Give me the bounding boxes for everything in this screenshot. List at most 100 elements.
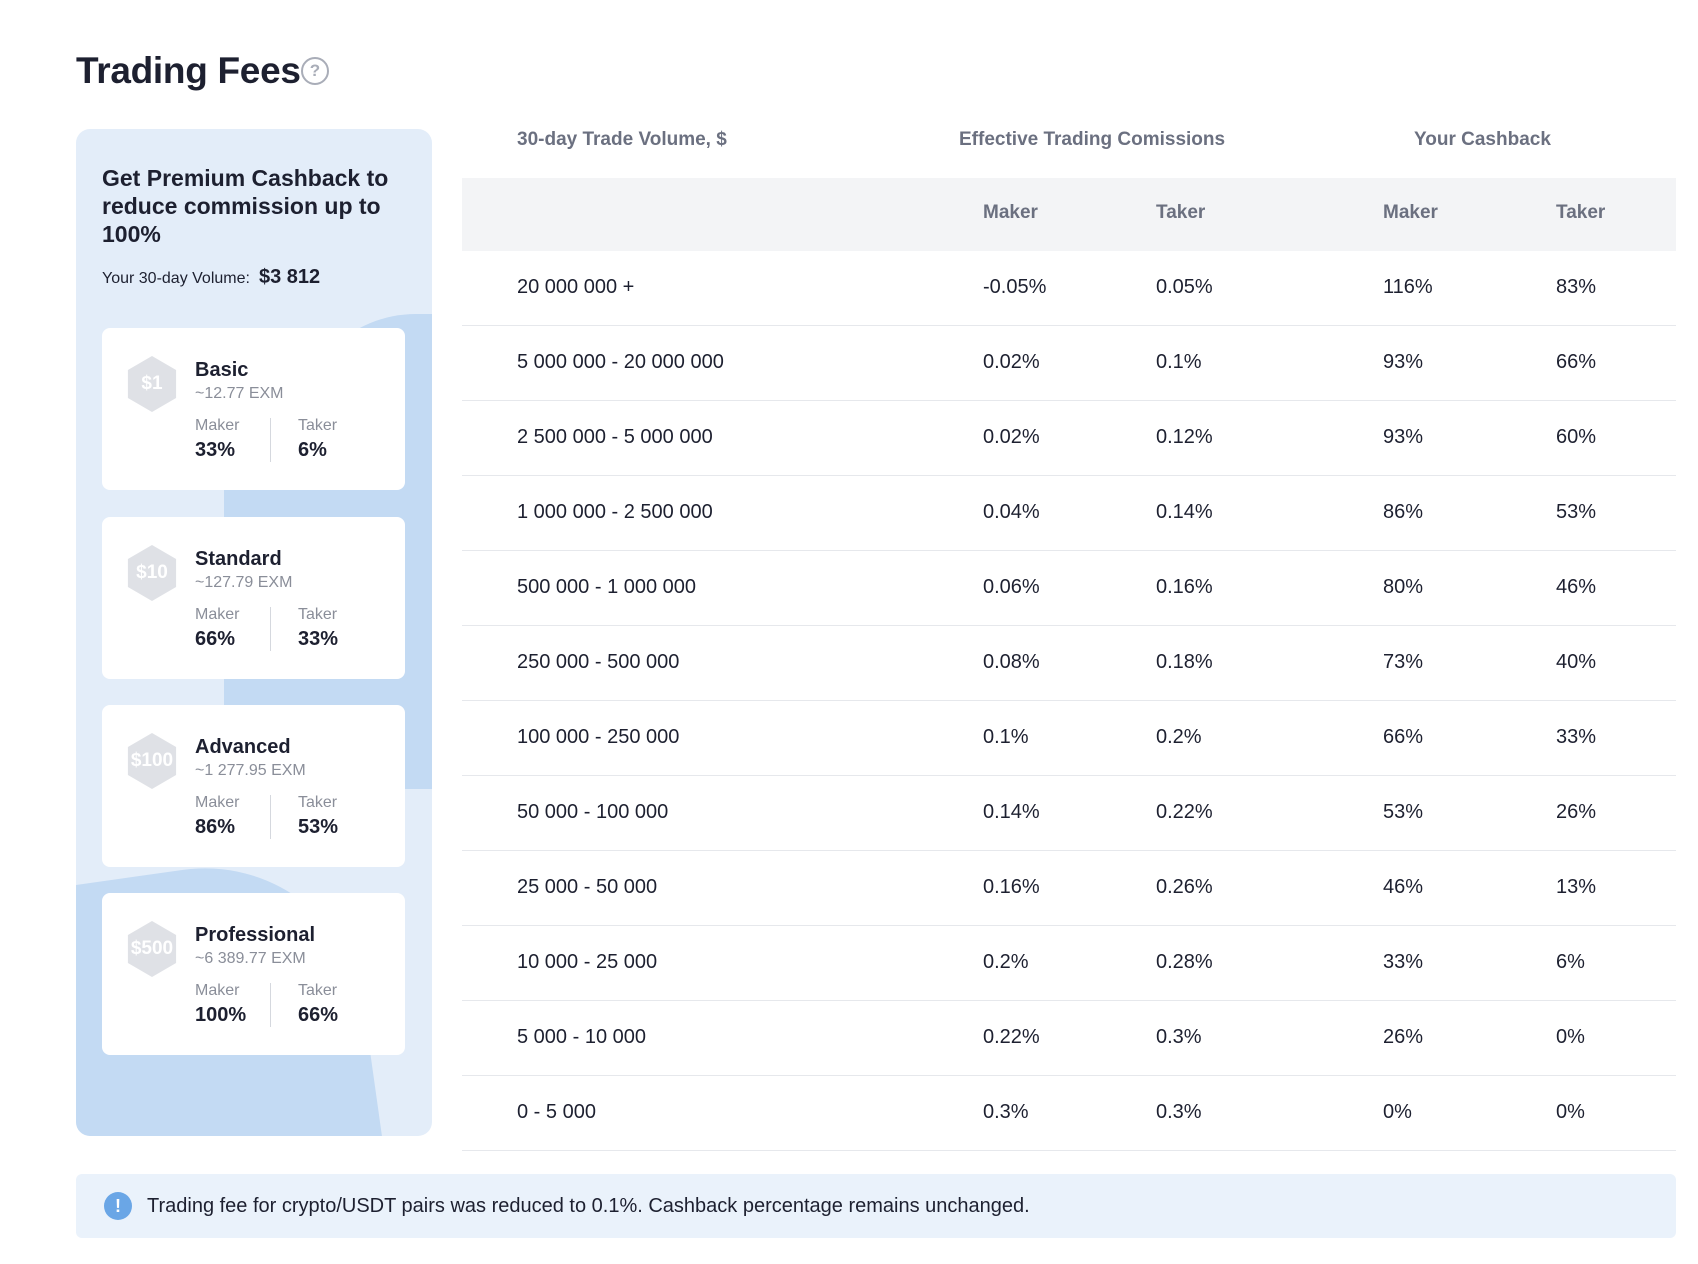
table-row: 25 000 - 50 000 0.16% 0.26% 46% 13% — [462, 851, 1676, 926]
maker-cashback-cell: 0% — [1383, 1101, 1412, 1123]
question-circle-icon[interactable]: ? — [301, 57, 329, 85]
maker-cashback: 86% — [195, 816, 236, 838]
maker-commission-cell: 0.22% — [983, 1026, 1040, 1048]
maker-cashback-cell: 33% — [1383, 951, 1424, 973]
volume-range-cell: 250 000 - 500 000 — [517, 651, 680, 673]
volume-column-header: 30-day Trade Volume, $ — [517, 129, 727, 150]
maker-commission-cell: 0.1% — [983, 726, 1029, 748]
table-row: 5 000 000 - 20 000 000 0.02% 0.1% 93% 66% — [462, 326, 1676, 401]
taker-cashback-cell: 33% — [1556, 726, 1597, 748]
maker-label: Maker — [195, 982, 240, 999]
taker-cashback-cell: 60% — [1556, 426, 1597, 448]
table-row: 50 000 - 100 000 0.14% 0.22% 53% 26% — [462, 776, 1676, 851]
volume-range-cell: 5 000 000 - 20 000 000 — [517, 351, 724, 373]
maker-label: Maker — [195, 794, 240, 811]
taker-cashback-cell: 6% — [1556, 951, 1585, 973]
plan-exm-amount: ~12.77 EXM — [195, 385, 284, 402]
volume-range-cell: 2 500 000 - 5 000 000 — [517, 426, 713, 448]
taker-commission-cell: 0.22% — [1156, 801, 1213, 823]
maker-cashback-cell: 93% — [1383, 351, 1424, 373]
table-subheader: Maker Taker Maker Taker — [462, 178, 1676, 251]
maker-cashback-cell: 66% — [1383, 726, 1424, 748]
maker-commission-cell: 0.06% — [983, 576, 1040, 598]
volume-range-cell: 25 000 - 50 000 — [517, 876, 658, 898]
taker-commission-cell: 0.1% — [1156, 351, 1202, 373]
taker-commission-cell: 0.16% — [1156, 576, 1213, 598]
maker-label: Maker — [195, 606, 240, 623]
maker-cashback-cell: 80% — [1383, 576, 1424, 598]
volume-range-cell: 100 000 - 250 000 — [517, 726, 680, 748]
plan-card-basic[interactable]: $1 Basic ~12.77 EXM Maker 33% Taker 6% — [102, 328, 405, 490]
volume-range-cell: 50 000 - 100 000 — [517, 801, 669, 823]
volume-value: $3 812 — [258, 266, 321, 288]
maker-cashback: 100% — [195, 1004, 247, 1026]
taker-label: Taker — [298, 606, 338, 623]
table-row: 5 000 - 10 000 0.22% 0.3% 26% 0% — [462, 1001, 1676, 1076]
maker-commission-cell: 0.04% — [983, 501, 1040, 523]
subheader-maker-commission: Maker — [983, 202, 1038, 223]
divider — [270, 418, 271, 462]
taker-commission-cell: 0.3% — [1156, 1101, 1202, 1123]
divider — [270, 795, 271, 839]
plan-name: Basic — [195, 359, 249, 381]
notice-banner: ! Trading fee for crypto/USDT pairs was … — [76, 1174, 1676, 1238]
cashback-column-header: Your Cashback — [1414, 129, 1551, 150]
table-row: 250 000 - 500 000 0.08% 0.18% 73% 40% — [462, 626, 1676, 701]
table-row: 1 000 000 - 2 500 000 0.04% 0.14% 86% 53% — [462, 476, 1676, 551]
taker-label: Taker — [298, 794, 338, 811]
taker-commission-cell: 0.3% — [1156, 1026, 1202, 1048]
plan-exm-amount: ~6 389.77 EXM — [195, 950, 306, 967]
taker-cashback: 6% — [298, 439, 327, 461]
subheader-taker-cashback: Taker — [1556, 202, 1606, 223]
divider — [270, 607, 271, 651]
maker-commission-cell: 0.2% — [983, 951, 1029, 973]
maker-commission-cell: 0.08% — [983, 651, 1040, 673]
table-row: 10 000 - 25 000 0.2% 0.28% 33% 6% — [462, 926, 1676, 1001]
plan-name: Advanced — [195, 736, 291, 758]
commissions-column-header: Effective Trading Comissions — [959, 129, 1226, 150]
plan-name: Standard — [195, 548, 282, 570]
hexagon-badge-icon: $500 — [127, 921, 177, 977]
taker-cashback-cell: 40% — [1556, 651, 1597, 673]
notice-text: Trading fee for crypto/USDT pairs was re… — [147, 1194, 1030, 1217]
hexagon-badge-icon: $10 — [127, 545, 177, 601]
table-row: 2 500 000 - 5 000 000 0.02% 0.12% 93% 60% — [462, 401, 1676, 476]
volume-range-cell: 1 000 000 - 2 500 000 — [517, 501, 713, 523]
taker-cashback-cell: 26% — [1556, 801, 1597, 823]
plan-card-professional[interactable]: $500 Professional ~6 389.77 EXM Maker 10… — [102, 893, 405, 1055]
subheader-maker-cashback: Maker — [1383, 202, 1438, 223]
exclamation-circle-icon: ! — [104, 1192, 132, 1220]
taker-cashback: 53% — [298, 816, 339, 838]
premium-cashback-panel: Get Premium Cashback to reduce commissio… — [76, 129, 432, 1136]
maker-cashback-cell: 46% — [1383, 876, 1424, 898]
maker-commission-cell: 0.14% — [983, 801, 1040, 823]
page-title: Trading Fees — [76, 50, 301, 91]
hexagon-badge-icon: $100 — [127, 733, 177, 789]
taker-cashback-cell: 83% — [1556, 276, 1597, 298]
maker-commission-cell: 0.3% — [983, 1101, 1029, 1123]
volume-label: Your 30-day Volume: — [102, 270, 250, 287]
plan-card-advanced[interactable]: $100 Advanced ~1 277.95 EXM Maker 86% Ta… — [102, 705, 405, 867]
table-body: 20 000 000 + -0.05% 0.05% 116% 83% 5 000 000 … — [462, 251, 1676, 1151]
table-row: 20 000 000 + -0.05% 0.05% 116% 83% — [462, 251, 1676, 326]
premium-cashback-heading: Get Premium Cashback to reduce commissio… — [102, 165, 389, 247]
volume-range-cell: 20 000 000 + — [517, 276, 635, 298]
taker-cashback-cell: 0% — [1556, 1101, 1585, 1123]
table-row: 500 000 - 1 000 000 0.06% 0.16% 80% 46% — [462, 551, 1676, 626]
taker-cashback-cell: 46% — [1556, 576, 1597, 598]
maker-commission-cell: 0.02% — [983, 426, 1040, 448]
maker-cashback-cell: 93% — [1383, 426, 1424, 448]
hexagon-badge-icon: $1 — [127, 356, 177, 412]
volume-range-cell: 500 000 - 1 000 000 — [517, 576, 697, 598]
taker-commission-cell: 0.18% — [1156, 651, 1213, 673]
plan-name: Professional — [195, 924, 316, 946]
taker-label: Taker — [298, 417, 338, 434]
plan-exm-amount: ~127.79 EXM — [195, 574, 293, 591]
taker-cashback-cell: 53% — [1556, 501, 1597, 523]
plan-card-standard[interactable]: $10 Standard ~127.79 EXM Maker 66% Taker… — [102, 517, 405, 679]
table-row: 100 000 - 250 000 0.1% 0.2% 66% 33% — [462, 701, 1676, 776]
taker-commission-cell: 0.14% — [1156, 501, 1213, 523]
maker-cashback-cell: 53% — [1383, 801, 1424, 823]
taker-cashback: 33% — [298, 628, 339, 650]
maker-commission-cell: 0.16% — [983, 876, 1040, 898]
